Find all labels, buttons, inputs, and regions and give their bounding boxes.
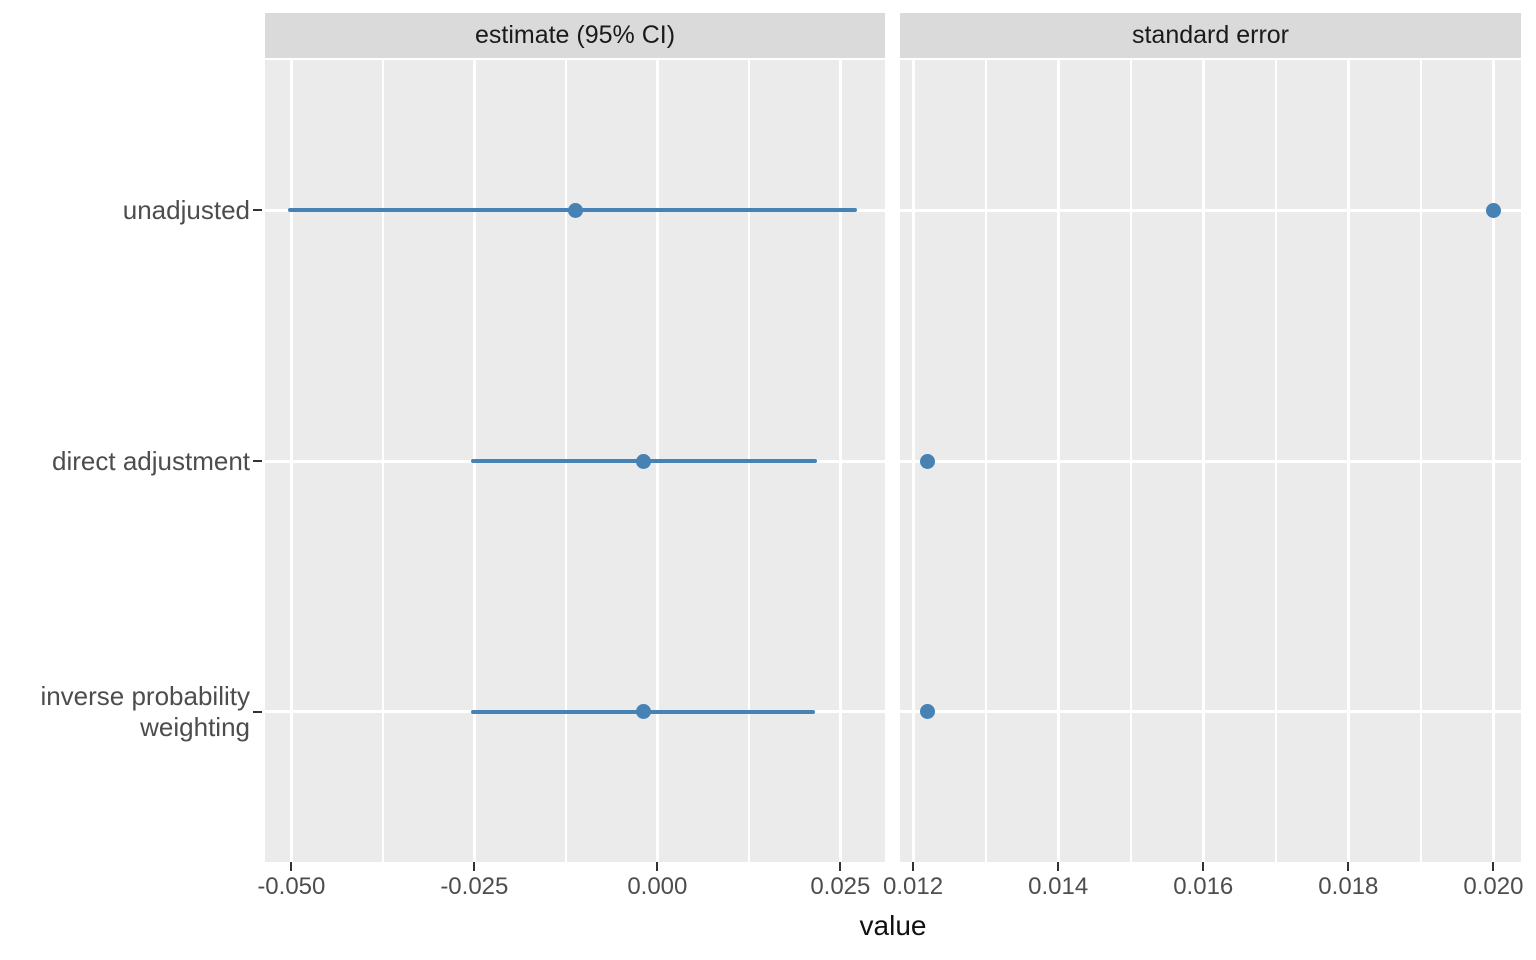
x-axis-tick-label: 0.012 bbox=[883, 873, 944, 900]
x-axis-tick bbox=[1202, 862, 1205, 871]
x-axis-tick-label: 0.000 bbox=[627, 873, 688, 900]
facet-strip-estimate: estimate (95% CI) bbox=[265, 13, 885, 58]
x-axis-tick bbox=[912, 862, 915, 871]
x-axis-tick-label: 0.014 bbox=[1028, 873, 1089, 900]
data-point bbox=[920, 453, 936, 469]
y-axis-label-unadjusted: unadjusted bbox=[122, 194, 250, 225]
y-axis-tick bbox=[253, 209, 262, 212]
data-point bbox=[1485, 202, 1501, 218]
y-axis-label-direct-adjustment: direct adjustment bbox=[52, 445, 250, 476]
x-axis-tick bbox=[290, 862, 293, 871]
y-axis-tick bbox=[253, 710, 262, 713]
x-axis-tick-label: -0.025 bbox=[440, 873, 509, 900]
row-gridline bbox=[900, 208, 1521, 212]
x-axis-tick-label: 0.016 bbox=[1173, 873, 1234, 900]
x-axis-tick bbox=[473, 862, 476, 871]
plot-panel-standard-error bbox=[900, 60, 1521, 862]
y-axis-tick bbox=[253, 460, 262, 462]
x-axis-tick bbox=[1347, 862, 1350, 871]
x-axis-tick bbox=[1057, 862, 1060, 871]
x-axis-tick-label: 0.025 bbox=[810, 873, 871, 900]
x-axis-tick-label: -0.050 bbox=[257, 873, 326, 900]
x-axis-title: value bbox=[859, 910, 927, 941]
x-axis-tick-label: 0.018 bbox=[1318, 873, 1379, 900]
x-axis-tick bbox=[656, 862, 659, 871]
plot-panel-estimate bbox=[265, 60, 885, 862]
data-point bbox=[635, 453, 651, 469]
row-gridline bbox=[900, 710, 1521, 714]
x-axis-tick bbox=[1492, 862, 1495, 871]
x-axis-tick bbox=[839, 862, 842, 871]
facet-strip-label: estimate (95% CI) bbox=[474, 21, 676, 49]
row-gridline bbox=[900, 459, 1521, 463]
facet-strip-standard-error: standard error bbox=[900, 13, 1521, 58]
facet-strip-label: standard error bbox=[1131, 21, 1290, 49]
x-axis-tick-label: 0.020 bbox=[1463, 873, 1524, 900]
data-point bbox=[567, 202, 583, 218]
y-axis-label-inverse-probability-weighting: inverse probability weighting bbox=[40, 681, 250, 742]
data-point bbox=[635, 704, 651, 720]
data-point bbox=[920, 704, 936, 720]
